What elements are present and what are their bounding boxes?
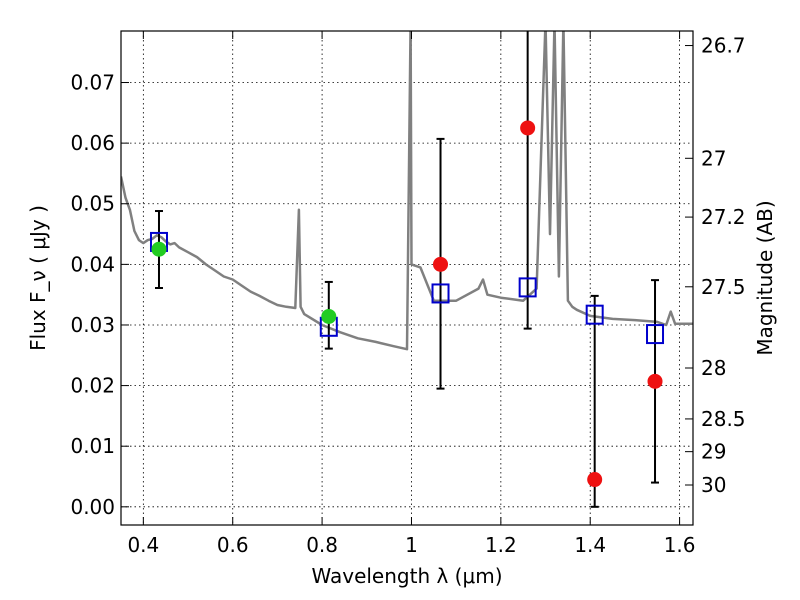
right-tick-label: 28.5 (701, 407, 746, 431)
x-tick-label: 0.6 (217, 533, 249, 557)
model-spectrum-line (121, 31, 693, 351)
plot-area (121, 31, 693, 508)
observed-flux-point (647, 373, 663, 389)
model-square-point (431, 283, 450, 304)
y-tick-label: 0.01 (70, 434, 115, 458)
y-tick-label: 0.00 (70, 495, 115, 519)
y-tick-label: 0.04 (70, 252, 115, 276)
right-tick-label: 29 (701, 440, 726, 464)
x-tick-label: 1 (405, 533, 418, 557)
right-tick-label: 27 (701, 146, 726, 170)
x-axis-label: Wavelength λ (μm) (311, 564, 502, 588)
right-tick-label: 26.7 (701, 34, 746, 58)
y-tick-label: 0.05 (70, 192, 115, 216)
right-tick-label: 30 (701, 473, 726, 497)
observed-flux-point (321, 308, 337, 324)
x-tick-label: 0.8 (306, 533, 338, 557)
observed-flux-point (151, 241, 167, 257)
observed-flux-point (433, 256, 449, 272)
x-tick-label: 1.2 (485, 533, 517, 557)
y-tick-label: 0.07 (70, 71, 115, 95)
observed-flux-point (587, 472, 603, 488)
y-tick-label: 0.03 (70, 313, 115, 337)
y-axis-label-left: Flux F_ν ( μJy ) (26, 205, 50, 351)
plot-frame (120, 30, 694, 526)
model-square-point (585, 304, 604, 325)
right-tick-label: 27.5 (701, 275, 746, 299)
y-tick-label: 0.06 (70, 131, 115, 155)
x-tick-label: 1.6 (664, 533, 696, 557)
model-square-point (646, 324, 665, 345)
y-tick-label: 0.02 (70, 374, 115, 398)
y-axis-label-right: Magnitude (AB) (753, 200, 777, 355)
observed-flux-point (520, 120, 536, 136)
x-tick-label: 1.4 (574, 533, 606, 557)
right-tick-label: 28 (701, 356, 726, 380)
x-tick-label: 0.4 (127, 533, 159, 557)
model-square-point (518, 277, 537, 298)
right-tick-label: 27.2 (701, 205, 746, 229)
axis-ticks: 0.4 0.6 0.8 1 1.2 1.4 1.6 0.00 0.01 0.02 0.03 0.04 0… (70, 31, 746, 557)
